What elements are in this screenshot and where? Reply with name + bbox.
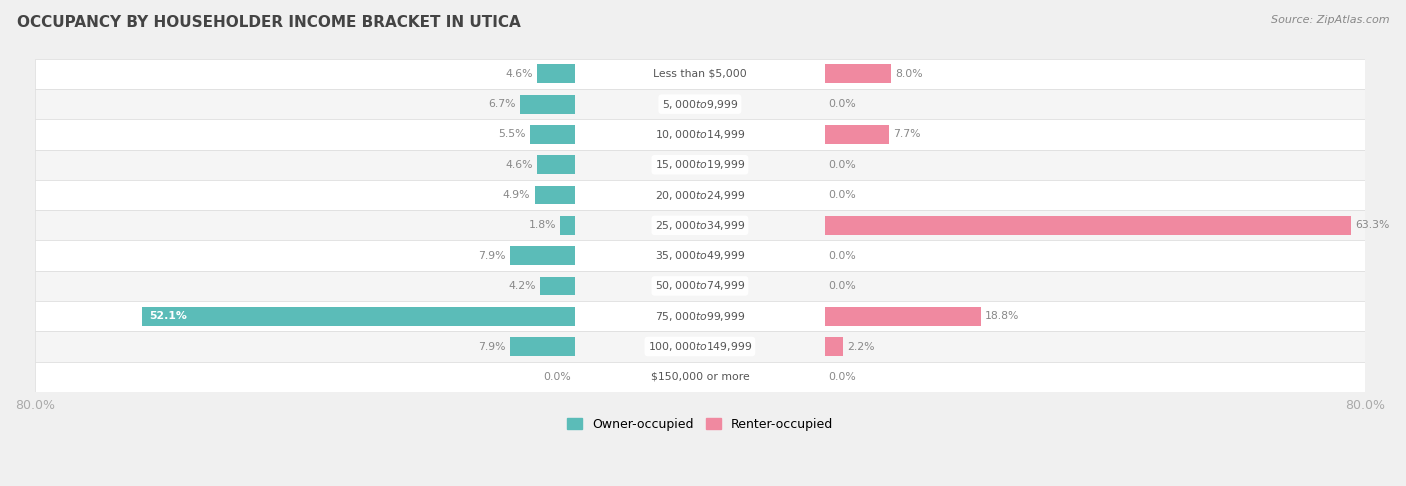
Text: 63.3%: 63.3% [1355,220,1389,230]
Bar [824,337,842,356]
Text: OCCUPANCY BY HOUSEHOLDER INCOME BRACKET IN UTICA: OCCUPANCY BY HOUSEHOLDER INCOME BRACKET … [17,15,520,30]
Text: 0.0%: 0.0% [828,190,856,200]
Text: 0.0%: 0.0% [828,99,856,109]
Text: 52.1%: 52.1% [149,311,187,321]
FancyBboxPatch shape [35,331,1365,362]
Text: 7.7%: 7.7% [893,129,920,139]
Text: 4.9%: 4.9% [503,190,530,200]
Text: 6.7%: 6.7% [488,99,516,109]
FancyBboxPatch shape [35,210,1365,241]
Text: $35,000 to $49,999: $35,000 to $49,999 [655,249,745,262]
Bar [560,216,575,235]
FancyBboxPatch shape [35,301,1365,331]
Text: 8.0%: 8.0% [896,69,922,79]
Text: 4.6%: 4.6% [505,160,533,170]
Text: 4.2%: 4.2% [509,281,536,291]
Bar [509,337,575,356]
Text: $50,000 to $74,999: $50,000 to $74,999 [655,279,745,293]
FancyBboxPatch shape [35,180,1365,210]
Text: 0.0%: 0.0% [543,372,571,382]
Text: 4.6%: 4.6% [505,69,533,79]
Legend: Owner-occupied, Renter-occupied: Owner-occupied, Renter-occupied [562,413,838,435]
Text: $75,000 to $99,999: $75,000 to $99,999 [655,310,745,323]
Bar [534,186,575,205]
Text: $100,000 to $149,999: $100,000 to $149,999 [648,340,752,353]
Bar [509,246,575,265]
Bar [537,65,575,83]
Text: 2.2%: 2.2% [846,342,875,351]
Text: $150,000 or more: $150,000 or more [651,372,749,382]
FancyBboxPatch shape [35,271,1365,301]
Text: 0.0%: 0.0% [828,251,856,260]
Text: $5,000 to $9,999: $5,000 to $9,999 [662,98,738,111]
Bar [824,307,981,326]
FancyBboxPatch shape [35,241,1365,271]
Text: 7.9%: 7.9% [478,342,505,351]
Text: 0.0%: 0.0% [828,281,856,291]
Bar [824,125,889,144]
Text: 0.0%: 0.0% [828,372,856,382]
Text: $20,000 to $24,999: $20,000 to $24,999 [655,189,745,202]
Text: Less than $5,000: Less than $5,000 [652,69,747,79]
Bar [520,95,575,114]
Bar [142,307,575,326]
Text: $15,000 to $19,999: $15,000 to $19,999 [655,158,745,171]
Bar [540,277,575,295]
Text: 1.8%: 1.8% [529,220,557,230]
FancyBboxPatch shape [35,150,1365,180]
Bar [824,65,891,83]
Bar [530,125,575,144]
FancyBboxPatch shape [35,89,1365,120]
FancyBboxPatch shape [35,120,1365,150]
Text: Source: ZipAtlas.com: Source: ZipAtlas.com [1271,15,1389,25]
Bar [824,216,1351,235]
Text: 18.8%: 18.8% [986,311,1019,321]
FancyBboxPatch shape [35,59,1365,89]
Text: $25,000 to $34,999: $25,000 to $34,999 [655,219,745,232]
Text: 0.0%: 0.0% [828,160,856,170]
FancyBboxPatch shape [35,362,1365,392]
Text: 5.5%: 5.5% [498,129,526,139]
Bar [537,156,575,174]
Text: $10,000 to $14,999: $10,000 to $14,999 [655,128,745,141]
Text: 7.9%: 7.9% [478,251,505,260]
